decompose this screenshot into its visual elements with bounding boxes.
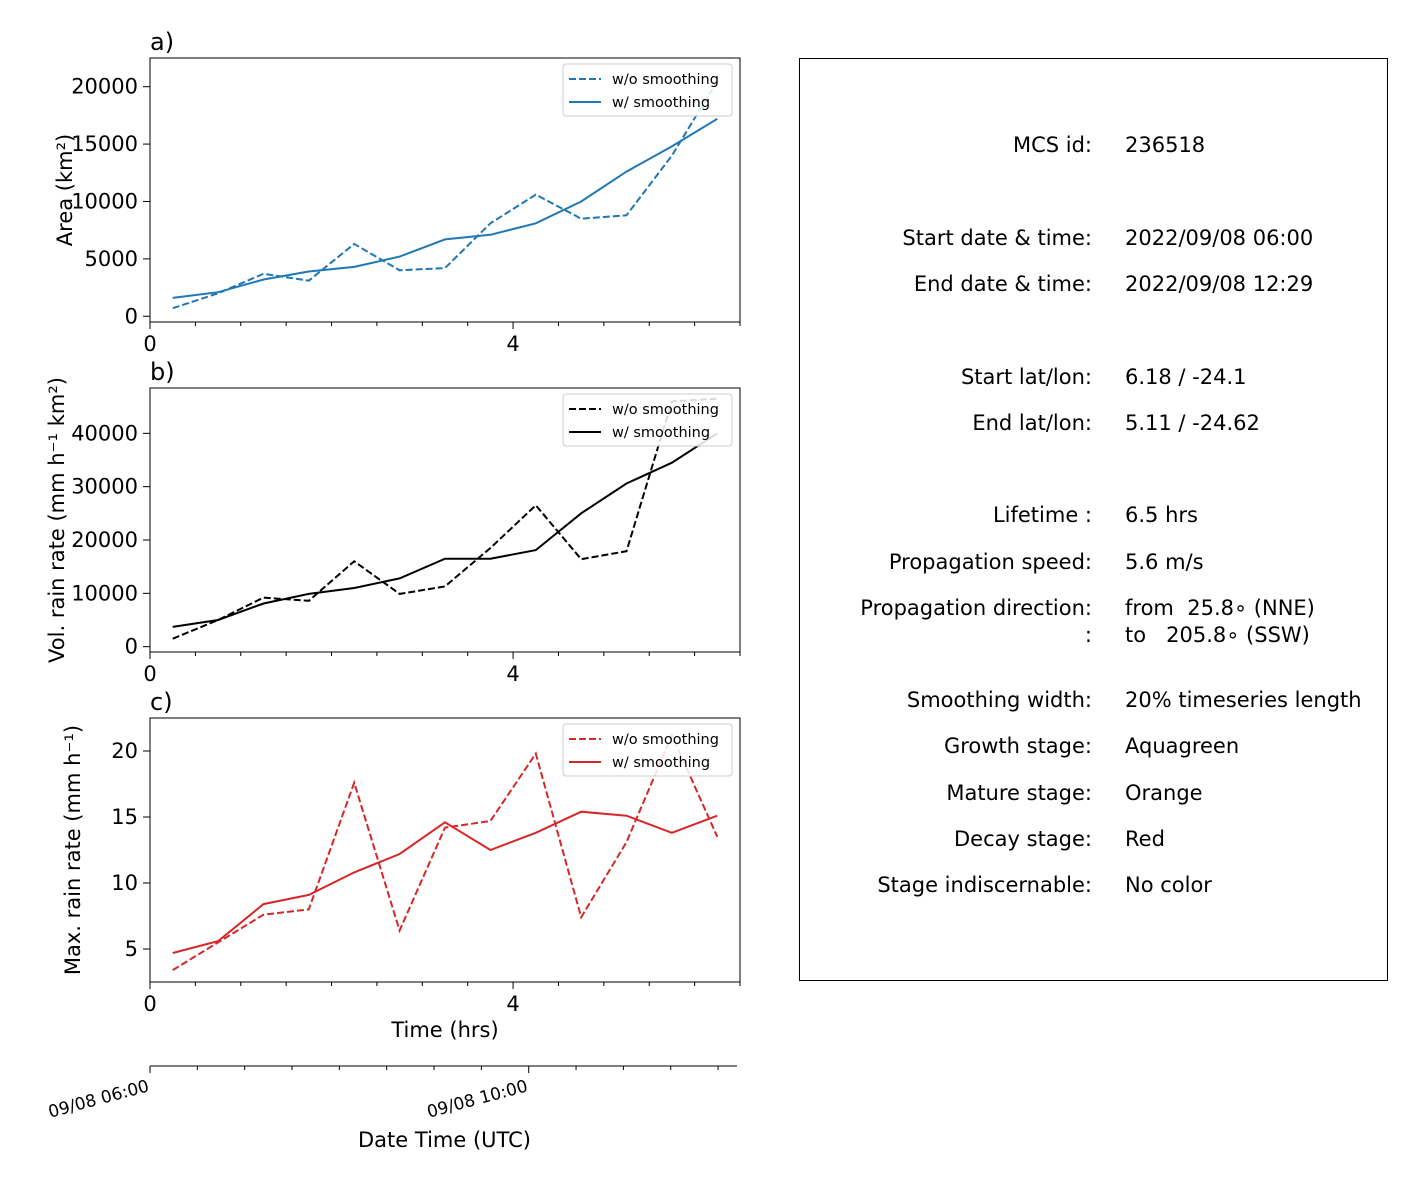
date-tick-label: 09/08 10:00 <box>425 1077 530 1123</box>
info-label: Decay stage: <box>954 827 1092 851</box>
legend-box <box>562 723 733 777</box>
x-tick-label: 4 <box>506 992 519 1016</box>
y-tick-label: 0 <box>125 635 138 659</box>
y-tick-label: 10 <box>111 871 138 895</box>
info-row: Start date & time: 2022/09/08 06:00 <box>800 225 1387 251</box>
legend-box <box>562 63 733 117</box>
panel-2: c) 5 10 15 20 0 4 Max. rain rate (mm h⁻¹) Time (… <box>61 688 741 1042</box>
info-label: Mature stage: <box>946 781 1092 805</box>
legend: w/o smoothing w/ smoothing <box>562 63 733 117</box>
plot-frame <box>149 57 741 323</box>
info-row: Growth stage: Aquagreen <box>800 733 1387 759</box>
x-tick-label: 4 <box>506 662 519 686</box>
date-axis-label: Date Time (UTC) <box>358 1128 531 1152</box>
y-tick-label: 5 <box>125 937 138 961</box>
info-value: from 25.8∘ (NNE) <box>1125 596 1315 620</box>
series-line-smoothed <box>172 432 718 628</box>
x-tick-label: 0 <box>143 662 156 686</box>
legend-label: w/o smoothing <box>612 732 719 748</box>
y-tick-label: 15 <box>111 805 138 829</box>
info-value: 236518 <box>1125 133 1206 157</box>
info-row: End lat/lon: 5.11 / -24.62 <box>800 410 1387 436</box>
x-tick-label: 0 <box>143 992 156 1016</box>
info-value: 6.18 / -24.1 <box>1125 365 1247 389</box>
info-row: : to 205.8∘ (SSW) <box>800 622 1387 648</box>
info-value: 2022/09/08 06:00 <box>1125 226 1314 250</box>
y-axis-label: Max. rain rate (mm h⁻¹) <box>61 725 85 975</box>
x-axis-label: Time (hrs) <box>390 1018 498 1042</box>
legend: w/o smoothing w/ smoothing <box>562 723 733 777</box>
panel-label: b) <box>150 358 175 386</box>
y-tick-label: 20 <box>111 739 138 763</box>
info-label: Stage indiscernable: <box>877 873 1092 897</box>
info-row: Decay stage: Red <box>800 826 1387 852</box>
legend-label: w/ smoothing <box>612 425 710 441</box>
info-label: Propagation speed: <box>888 550 1092 574</box>
y-tick-label: 0 <box>125 304 138 328</box>
info-label: Start date & time: <box>902 226 1092 250</box>
legend-label: w/ smoothing <box>612 755 710 771</box>
info-row: Lifetime : 6.5 hrs <box>800 502 1387 528</box>
y-tick-label: 20000 <box>71 75 138 99</box>
info-value: 20% timeseries length <box>1125 688 1362 712</box>
info-value: 5.11 / -24.62 <box>1125 411 1260 435</box>
legend-box <box>562 393 733 447</box>
info-label: Start lat/lon: <box>960 365 1092 389</box>
info-label: Growth stage: <box>943 734 1092 758</box>
info-row: MCS id: 236518 <box>800 132 1387 158</box>
y-tick-label: 15000 <box>71 132 138 156</box>
y-tick-label: 20000 <box>71 528 138 552</box>
y-tick-label: 5000 <box>85 247 138 271</box>
mcs-info-panel: MCS id: 236518 Start date & time: 2022/09/0… <box>799 58 1388 981</box>
y-tick-label: 10000 <box>71 581 138 605</box>
info-label: MCS id: <box>1012 133 1092 157</box>
info-label: Smoothing width: <box>906 688 1092 712</box>
info-label: Propagation direction: <box>860 596 1092 620</box>
legend-label: w/ smoothing <box>612 95 710 111</box>
series-line-smoothed <box>172 117 718 299</box>
info-value: Orange <box>1125 781 1203 805</box>
panel-0: a) 0 5000 10000 15000 20000 0 4 Area (km²) w/o sm… <box>53 28 741 356</box>
y-tick-label: 40000 <box>71 421 138 445</box>
info-row: Start lat/lon: 6.18 / -24.1 <box>800 364 1387 390</box>
info-row: Mature stage: Orange <box>800 780 1387 806</box>
info-value: to 205.8∘ (SSW) <box>1125 623 1310 647</box>
info-label: End lat/lon: <box>972 411 1092 435</box>
y-axis-label: Vol. rain rate (mm h⁻¹ km²) <box>45 377 69 663</box>
info-row: Propagation direction: from 25.8∘ (NNE) <box>800 595 1387 621</box>
info-value: Red <box>1125 827 1165 851</box>
y-axis-label: Area (km²) <box>53 134 77 246</box>
info-row: Stage indiscernable: No color <box>800 872 1387 898</box>
info-value: No color <box>1125 873 1212 897</box>
legend-label: w/o smoothing <box>612 402 719 418</box>
x-tick-label: 0 <box>143 332 156 356</box>
info-label: End date & time: <box>913 272 1092 296</box>
info-label: Lifetime : <box>992 503 1092 527</box>
legend-label: w/o smoothing <box>612 72 719 88</box>
y-tick-label: 10000 <box>71 189 138 213</box>
y-tick-label: 30000 <box>71 475 138 499</box>
panel-1: b) 0 10000 20000 30000 40000 0 4 Vol. rain rate … <box>45 358 741 686</box>
info-label: : <box>1084 623 1092 647</box>
plot-frame <box>149 717 741 983</box>
x-tick-label: 4 <box>506 332 519 356</box>
panel-label: a) <box>150 28 174 56</box>
series-line-smoothed <box>172 810 718 954</box>
info-row: Propagation speed: 5.6 m/s <box>800 549 1387 575</box>
info-value: Aquagreen <box>1125 734 1240 758</box>
info-value: 5.6 m/s <box>1125 550 1204 574</box>
date-tick-label: 09/08 06:00 <box>46 1077 151 1123</box>
legend: w/o smoothing w/ smoothing <box>562 393 733 447</box>
info-value: 2022/09/08 12:29 <box>1125 272 1314 296</box>
date-time-axis: 09/08 06:00 09/08 10:00 Date Time (UTC) <box>46 1065 737 1152</box>
info-row: End date & time: 2022/09/08 12:29 <box>800 271 1387 297</box>
panel-label: c) <box>150 688 173 716</box>
plot-frame <box>149 387 741 653</box>
info-value: 6.5 hrs <box>1125 503 1198 527</box>
info-row: Smoothing width: 20% timeseries length <box>800 687 1387 713</box>
